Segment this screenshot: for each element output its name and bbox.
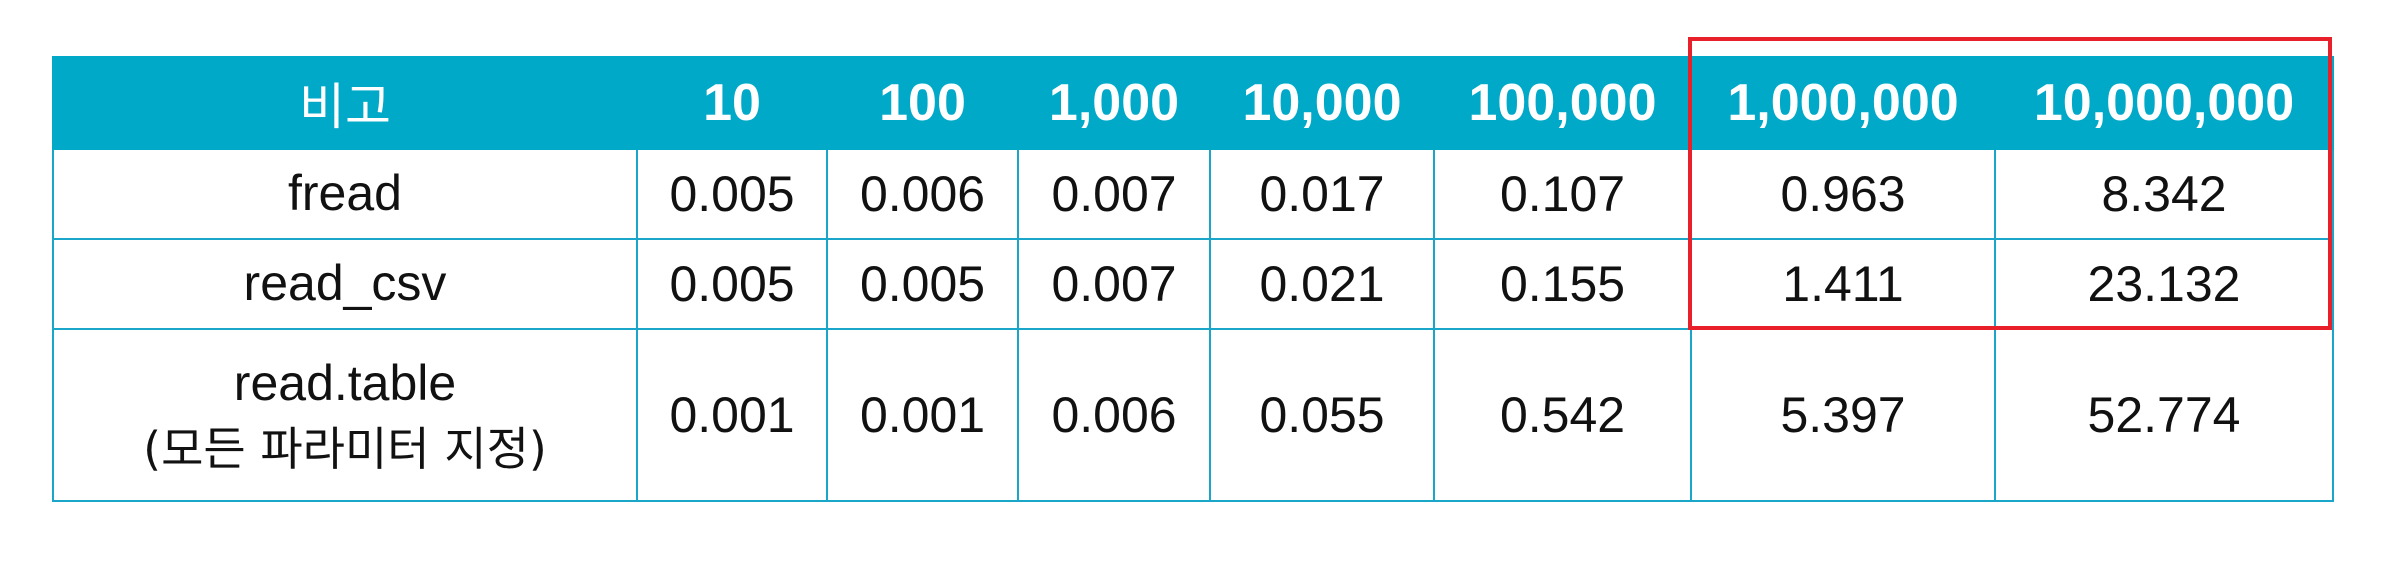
benchmark-table-container: 비고 10 100 1,000 10,000 100,000 1,000,000… bbox=[52, 56, 2334, 502]
header-cell-10: 10 bbox=[636, 56, 828, 150]
table-cell: 23.132 bbox=[1994, 238, 2334, 330]
row-label-sub: (모든 파라미터 지정) bbox=[143, 421, 547, 476]
header-cell-1000: 1,000 bbox=[1017, 56, 1211, 150]
table-cell: 0.007 bbox=[1017, 238, 1211, 330]
table-cell: 0.017 bbox=[1209, 148, 1435, 240]
row-label-read-table: read.table (모든 파라미터 지정) bbox=[52, 328, 638, 502]
header-cell-100000: 100,000 bbox=[1433, 56, 1692, 150]
header-cell-100: 100 bbox=[826, 56, 1019, 150]
table-cell: 5.397 bbox=[1690, 328, 1996, 502]
table-cell: 0.005 bbox=[636, 238, 828, 330]
table-cell: 0.963 bbox=[1690, 148, 1996, 240]
table-cell: 0.021 bbox=[1209, 238, 1435, 330]
table-cell: 0.005 bbox=[826, 238, 1019, 330]
table-cell: 0.107 bbox=[1433, 148, 1692, 240]
header-row: 비고 10 100 1,000 10,000 100,000 1,000,000… bbox=[52, 56, 2334, 150]
table-cell: 1.411 bbox=[1690, 238, 1996, 330]
benchmark-table: 비고 10 100 1,000 10,000 100,000 1,000,000… bbox=[52, 56, 2334, 502]
table-cell: 0.001 bbox=[826, 328, 1019, 502]
row-label-fread: fread bbox=[52, 148, 638, 240]
table-cell: 0.055 bbox=[1209, 328, 1435, 502]
header-cell-1000000: 1,000,000 bbox=[1690, 56, 1996, 150]
table-row-read-csv: read_csv 0.005 0.005 0.007 0.021 0.155 1… bbox=[52, 238, 2334, 330]
table-row-fread: fread 0.005 0.006 0.007 0.017 0.107 0.96… bbox=[52, 148, 2334, 240]
header-cell-10000000: 10,000,000 bbox=[1994, 56, 2334, 150]
row-label-read-csv: read_csv bbox=[52, 238, 638, 330]
table-cell: 52.774 bbox=[1994, 328, 2334, 502]
table-cell: 8.342 bbox=[1994, 148, 2334, 240]
table-cell: 0.006 bbox=[1017, 328, 1211, 502]
table-cell: 0.155 bbox=[1433, 238, 1692, 330]
table-cell: 0.007 bbox=[1017, 148, 1211, 240]
table-cell: 0.005 bbox=[636, 148, 828, 240]
header-cell-10000: 10,000 bbox=[1209, 56, 1435, 150]
header-cell-label: 비고 bbox=[52, 56, 638, 150]
table-row-read-table: read.table (모든 파라미터 지정) 0.001 0.001 0.00… bbox=[52, 328, 2334, 502]
table-cell: 0.542 bbox=[1433, 328, 1692, 502]
row-label-main: read.table bbox=[233, 355, 457, 412]
table-cell: 0.006 bbox=[826, 148, 1019, 240]
table-cell: 0.001 bbox=[636, 328, 828, 502]
